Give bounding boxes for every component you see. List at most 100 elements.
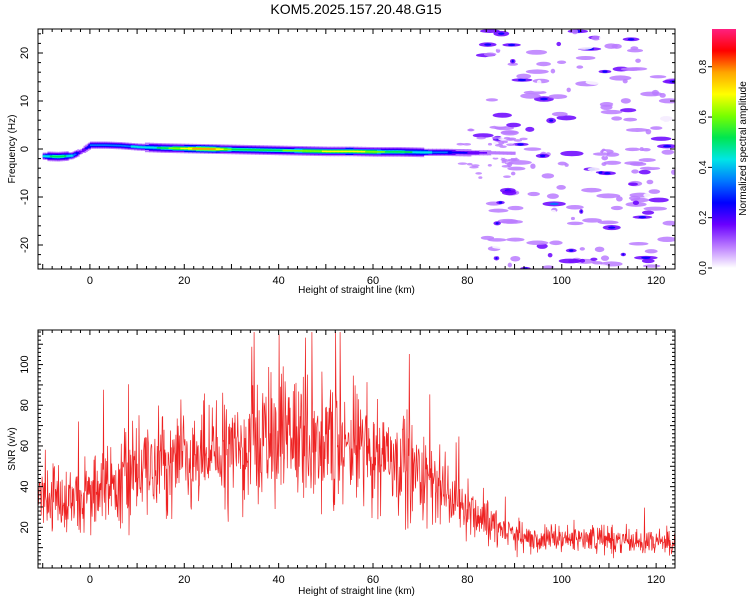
track-cell — [78, 151, 82, 153]
track-cell — [239, 148, 245, 151]
noise-blob-core — [549, 119, 554, 122]
noise-blob — [560, 150, 584, 157]
track-cell — [45, 155, 49, 158]
track-cell — [88, 145, 91, 147]
noise-blob — [639, 166, 661, 171]
noise-blob — [457, 162, 468, 165]
noise-blob-core — [495, 222, 499, 225]
track-cell — [121, 145, 126, 147]
noise-blob — [624, 147, 641, 152]
track-cell — [86, 146, 90, 149]
noise-blob — [628, 195, 641, 201]
noise-blob-core — [608, 226, 616, 229]
noise-blob — [500, 223, 507, 229]
noise-blob — [609, 75, 632, 81]
track-cell — [176, 147, 182, 150]
colorbar-tick-label: 0.2 — [698, 210, 709, 224]
noise-blob — [648, 152, 661, 158]
track-cell — [439, 151, 445, 154]
track-cell — [61, 155, 65, 158]
noise-blob — [635, 227, 651, 233]
track-cell — [164, 147, 170, 149]
noise-blob — [480, 253, 500, 257]
chart-title: KOM5.2025.157.20.48.G15 — [270, 1, 442, 17]
noise-blob — [556, 185, 566, 190]
noise-blob — [556, 60, 567, 65]
track-cell — [203, 148, 209, 150]
track-cell — [160, 147, 166, 149]
noise-blob — [643, 206, 668, 211]
track-cell — [475, 152, 481, 154]
noise-blob — [586, 172, 600, 177]
noise-blob-core — [549, 202, 559, 206]
noise-blob — [456, 142, 465, 146]
noise-blob — [620, 108, 637, 113]
noise-blob — [612, 102, 620, 108]
noise-blob — [600, 49, 605, 54]
noise-blob — [662, 220, 675, 226]
noise-blob — [536, 79, 542, 85]
noise-blob — [556, 41, 562, 47]
noise-blob — [488, 208, 509, 213]
noise-blob-core — [484, 43, 492, 46]
noise-blob — [648, 217, 658, 224]
noise-blob — [656, 201, 661, 206]
track-cell — [66, 155, 70, 157]
noise-blob — [625, 128, 649, 132]
track-cell — [63, 155, 68, 157]
track-cell — [74, 153, 77, 156]
track-cell — [115, 144, 120, 147]
noise-blob — [601, 162, 607, 166]
y-tick-label: -20 — [19, 237, 31, 253]
track-cell — [270, 149, 276, 152]
track-cell — [72, 154, 76, 156]
track-cell — [294, 149, 300, 152]
noise-blob — [550, 68, 556, 74]
track-cell — [408, 151, 414, 153]
noise-blob — [566, 87, 571, 93]
track-cell — [172, 147, 178, 150]
colorbar: 0.0 0.2 0.4 0.6 0.8 Normalized spectral ampli… — [698, 29, 749, 275]
noise-blob — [549, 240, 563, 246]
noise-blob — [491, 136, 502, 140]
noise-blob — [492, 112, 512, 118]
x-axis-label: Height of straight line (km) — [298, 285, 415, 296]
noise-blob — [579, 247, 585, 251]
track-cell — [49, 155, 54, 158]
noise-blob — [487, 163, 492, 167]
y-axis-label: SNR (v/v) — [7, 427, 18, 470]
noise-blob — [587, 167, 605, 172]
track-cell — [373, 151, 378, 153]
track-cell — [52, 155, 56, 158]
noise-blob — [507, 205, 524, 211]
noise-blob — [661, 149, 675, 155]
track-cell — [345, 150, 351, 153]
noise-blob — [507, 166, 526, 171]
noise-blob-core — [511, 60, 514, 63]
track-cell — [317, 150, 323, 153]
track-cell — [223, 148, 229, 151]
y-tick-label: 10 — [19, 95, 31, 107]
track-cell — [286, 149, 292, 152]
noise-blob — [472, 133, 494, 138]
noise-blob — [525, 69, 549, 74]
noise-blob — [501, 190, 517, 196]
noise-blob — [501, 165, 511, 168]
x-tick-label: 60 — [367, 574, 379, 586]
track-cell — [89, 144, 94, 146]
noise-blob-core — [507, 43, 516, 47]
noise-blob — [526, 240, 549, 245]
x-tick-label: 60 — [367, 275, 379, 287]
track-cell — [290, 149, 296, 152]
track-cell — [384, 151, 390, 153]
noise-blob — [528, 106, 547, 111]
noise-blob — [506, 138, 515, 141]
track-cell — [101, 144, 106, 146]
noise-blob — [592, 152, 611, 156]
track-cell — [130, 145, 135, 148]
noise-blob — [657, 236, 675, 243]
noise-blob — [662, 79, 675, 84]
noise-blob — [579, 258, 586, 263]
noise-blob-core — [603, 172, 611, 175]
noise-blob — [530, 163, 536, 169]
